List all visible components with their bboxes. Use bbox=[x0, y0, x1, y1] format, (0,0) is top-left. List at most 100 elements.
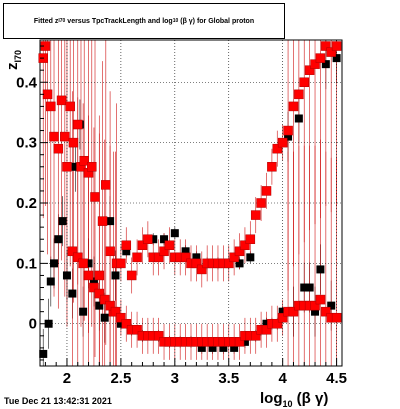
data-point-red bbox=[331, 41, 342, 51]
data-point-red bbox=[105, 300, 115, 311]
data-point-red bbox=[65, 101, 75, 112]
data-point-red bbox=[288, 306, 299, 317]
data-point-red bbox=[310, 300, 320, 311]
data-point-red bbox=[294, 89, 304, 100]
data-point-black bbox=[95, 301, 104, 310]
data-point-black bbox=[149, 235, 158, 244]
data-point-red bbox=[99, 294, 110, 305]
data-point-red bbox=[143, 234, 153, 244]
data-point-black bbox=[54, 235, 63, 244]
data-point-black bbox=[208, 343, 217, 352]
x-tick-label: 2 bbox=[63, 370, 71, 387]
data-point-red bbox=[277, 137, 288, 148]
data-point-red bbox=[310, 59, 320, 69]
data-point-red bbox=[283, 125, 293, 136]
data-point-black bbox=[79, 307, 88, 316]
data-point-black bbox=[327, 301, 336, 310]
data-point-black bbox=[321, 60, 330, 69]
title-log-sub: 10 bbox=[172, 18, 179, 24]
data-point-black bbox=[116, 319, 125, 328]
data-point-red bbox=[90, 192, 100, 202]
data-point-red bbox=[267, 162, 277, 172]
data-point-red bbox=[304, 65, 315, 75]
data-point-black bbox=[197, 343, 206, 352]
data-point-red bbox=[250, 210, 261, 220]
x-tick-label: 2.5 bbox=[110, 370, 131, 387]
data-point-red bbox=[153, 331, 164, 341]
ticks-layer bbox=[40, 45, 338, 366]
x-tick-label: 4 bbox=[279, 370, 288, 387]
data-point-red bbox=[234, 246, 245, 257]
chart-title: Fitted z I70 versus TpcTrackLength and lo… bbox=[3, 3, 285, 39]
data-point-red bbox=[234, 337, 245, 347]
data-point-red bbox=[288, 101, 299, 112]
data-point-red bbox=[261, 325, 272, 335]
data-point-black bbox=[230, 343, 239, 352]
data-point-red bbox=[73, 252, 83, 263]
data-point-red bbox=[245, 234, 256, 244]
data-point-red bbox=[105, 246, 115, 257]
x-tick-label: 3.5 bbox=[218, 370, 239, 387]
data-point-red bbox=[46, 101, 56, 112]
data-point-red bbox=[62, 162, 72, 172]
data-point-black bbox=[111, 271, 120, 280]
data-point-red bbox=[272, 143, 283, 154]
data-point-black bbox=[305, 283, 314, 292]
x-axis-label: log10 (β γ) bbox=[260, 390, 328, 409]
data-point-red bbox=[261, 186, 272, 196]
data-point-red bbox=[240, 240, 250, 251]
data-point-red bbox=[331, 312, 342, 323]
data-point-red bbox=[42, 89, 53, 100]
data-point-red bbox=[326, 47, 336, 57]
data-point-black bbox=[46, 277, 55, 286]
data-point-red bbox=[250, 331, 261, 341]
data-point-red bbox=[164, 240, 175, 251]
data-point-black bbox=[235, 259, 244, 268]
data-point-red bbox=[67, 246, 78, 257]
data-point-red bbox=[153, 252, 164, 263]
y-tick-label: 0.4 bbox=[16, 74, 38, 91]
data-point-red bbox=[159, 246, 169, 257]
grid-layer bbox=[40, 40, 342, 366]
data-point-red bbox=[277, 312, 288, 323]
data-point-red bbox=[191, 258, 202, 269]
data-point-red bbox=[315, 294, 326, 305]
data-point-black bbox=[300, 283, 309, 292]
data-point-red bbox=[87, 162, 97, 172]
data-point-red bbox=[197, 264, 207, 275]
data-point-black bbox=[62, 271, 71, 280]
data-point-black bbox=[332, 54, 341, 63]
data-point-black bbox=[58, 217, 67, 226]
data-point-black bbox=[262, 319, 271, 328]
data-point-red bbox=[224, 258, 234, 269]
y-axis-label: zI70 bbox=[4, 50, 23, 70]
data-point-black bbox=[219, 343, 228, 352]
data-point-red bbox=[97, 216, 108, 226]
y-tick-label: 0.1 bbox=[16, 255, 37, 272]
data-point-red bbox=[110, 306, 121, 317]
data-point-black bbox=[100, 313, 109, 322]
data-point-black bbox=[294, 114, 303, 123]
data-point-black bbox=[170, 229, 179, 238]
data-point-red bbox=[315, 53, 326, 63]
data-point-black bbox=[192, 253, 201, 262]
data-point-red bbox=[83, 270, 94, 281]
data-point-red bbox=[89, 282, 99, 293]
title-z-sub: I70 bbox=[58, 18, 66, 24]
title-z: z bbox=[54, 17, 59, 25]
title-fitted: Fitted bbox=[33, 17, 53, 25]
data-point-black bbox=[181, 247, 190, 256]
data-point-red bbox=[272, 318, 283, 329]
timestamp: Tue Dec 21 13:42:31 2021 bbox=[4, 396, 112, 406]
data-point-black bbox=[50, 259, 59, 268]
title-end: (β γ) for Global proton bbox=[180, 17, 255, 25]
data-point-red bbox=[60, 131, 70, 142]
x-tick-label: 3 bbox=[171, 370, 179, 387]
data-point-red bbox=[68, 137, 79, 148]
data-point-black bbox=[89, 277, 98, 286]
markers-layer bbox=[38, 41, 342, 358]
data-point-red bbox=[137, 240, 148, 251]
title-mid: versus TpcTrackLength and log bbox=[67, 17, 173, 25]
data-point-red bbox=[49, 131, 59, 142]
